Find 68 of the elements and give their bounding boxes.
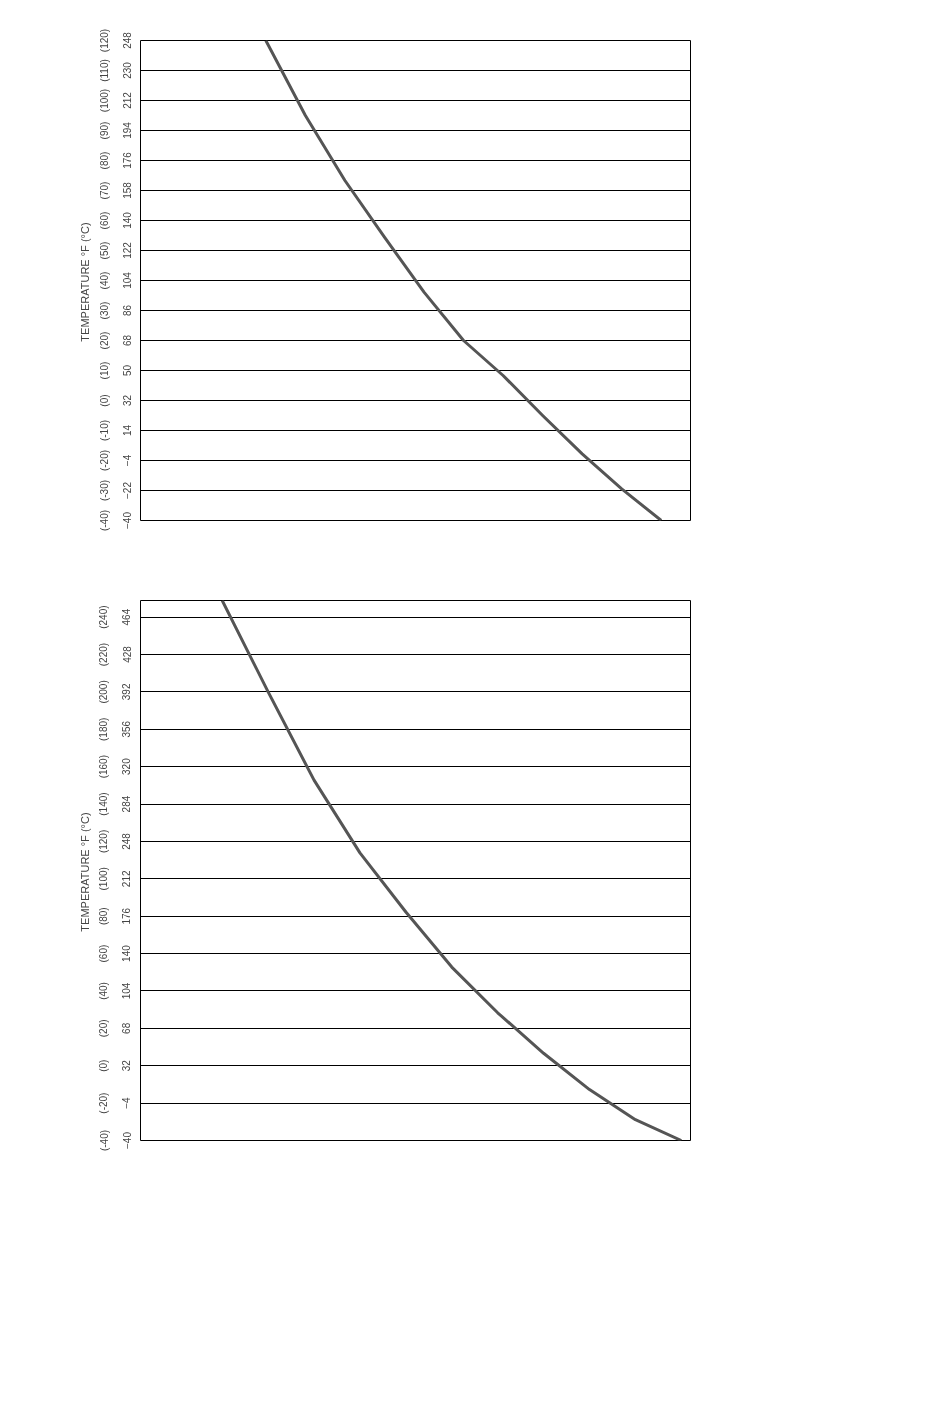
y2-axis-title: TEMPERATURE °F (°C)	[78, 812, 91, 932]
y2-tick-label: (40)	[98, 271, 110, 290]
y2-tick-label: (-20)	[98, 1092, 110, 1114]
y2-tick-label: (30)	[98, 301, 110, 320]
y-tick-label: 176	[121, 907, 133, 925]
y-tick-label: 248	[121, 832, 133, 850]
y2-tick-label: (-40)	[98, 509, 110, 532]
y-tick-label: 320	[121, 757, 133, 775]
y2-tick-label: (10)	[98, 361, 110, 380]
y-tick-label: 248	[121, 31, 133, 49]
y-tick-label: −40	[121, 511, 133, 529]
y-tick-label: −22	[121, 481, 133, 499]
y-tick-label: 356	[121, 720, 133, 738]
y-tick-label: −4	[121, 1096, 133, 1109]
y2-tick-label: (-40)	[98, 1129, 110, 1152]
line-series	[264, 40, 663, 521]
y2-tick-label: (120)	[98, 28, 110, 53]
y2-tick-label: (180)	[98, 717, 110, 741]
y2-tick-label: (60)	[98, 211, 110, 230]
y-tick-label: 212	[121, 91, 133, 109]
y2-tick-label: (70)	[98, 181, 110, 200]
line-series	[220, 600, 683, 1141]
y-tick-label: 428	[121, 645, 133, 663]
y-tick-label: 212	[121, 870, 133, 888]
y-tick-label: 104	[121, 982, 133, 1000]
y2-tick-label: (50)	[98, 241, 110, 260]
y-tick-label: −40	[121, 1131, 133, 1149]
y2-tick-label: (220)	[98, 642, 110, 667]
y-tick-label: 140	[121, 211, 133, 229]
y2-tick-label: (20)	[98, 331, 110, 350]
y2-tick-label: (60)	[98, 944, 110, 963]
y-tick-label: 32	[121, 394, 133, 407]
y-tick-label: 194	[121, 121, 133, 139]
y2-tick-label: (80)	[98, 151, 110, 170]
y2-tick-label: (160)	[98, 754, 110, 779]
y-tick-label: 32	[121, 1059, 133, 1072]
y2-tick-label: (140)	[98, 792, 110, 816]
y-tick-label: 140	[121, 944, 133, 962]
y2-tick-label: (120)	[98, 829, 110, 854]
y2-tick-label: (-20)	[98, 449, 110, 472]
y2-axis-title: TEMPERATURE °F (°C)	[78, 222, 91, 342]
y-tick-label: 68	[121, 334, 133, 347]
y2-tick-label: (40)	[98, 982, 110, 1000]
y-tick-label: 50	[121, 364, 133, 377]
y2-tick-label: (240)	[98, 605, 110, 629]
y2-tick-label: (90)	[98, 121, 110, 140]
y-tick-label: 158	[121, 181, 133, 199]
y-tick-label: 122	[121, 241, 133, 259]
y2-tick-label: (-10)	[98, 419, 110, 442]
y-tick-label: 104	[121, 271, 133, 289]
y2-tick-label: (200)	[98, 680, 110, 704]
y2-tick-label: (110)	[98, 59, 110, 82]
y2-tick-label: (0)	[98, 1059, 110, 1072]
y2-tick-label: (-30)	[98, 479, 110, 502]
y-tick-label: 392	[121, 683, 133, 701]
y-tick-label: 86	[121, 304, 133, 317]
y2-tick-label: (20)	[98, 1019, 110, 1038]
y-tick-label: 176	[121, 151, 133, 169]
y-tick-label: 464	[121, 608, 133, 626]
y-tick-label: 284	[121, 795, 133, 813]
y-tick-label: 230	[121, 61, 133, 79]
y-tick-label: 14	[121, 424, 133, 437]
y2-tick-label: (100)	[98, 867, 110, 891]
y2-tick-label: (0)	[98, 394, 110, 407]
y-tick-label: −4	[121, 454, 133, 467]
y2-tick-label: (100)	[98, 88, 110, 113]
y2-tick-label: (80)	[98, 907, 110, 926]
y-tick-label: 68	[121, 1022, 133, 1034]
